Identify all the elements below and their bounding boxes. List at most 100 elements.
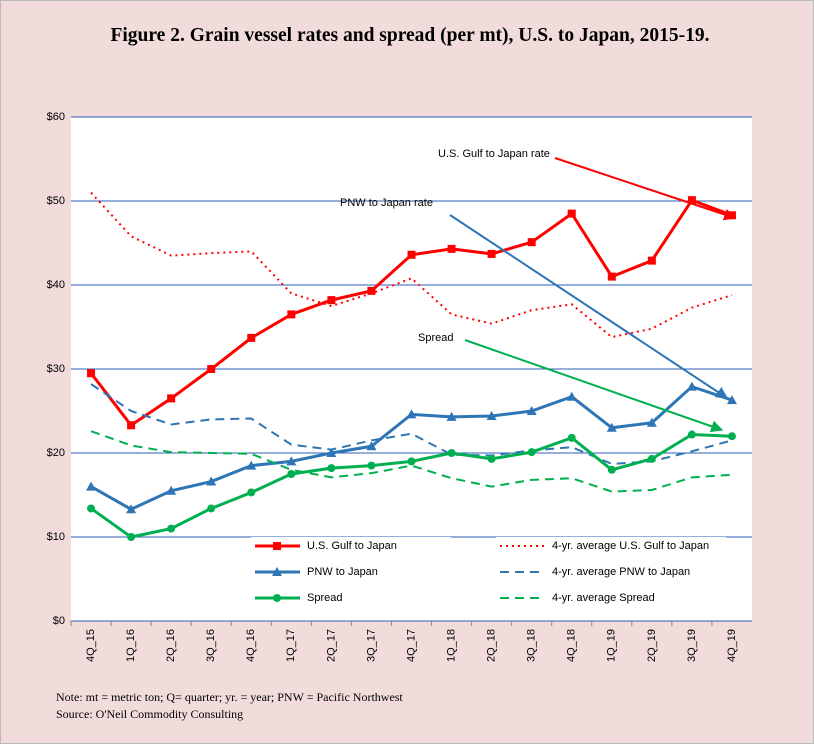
marker — [727, 432, 736, 441]
y-tick-label: $10 — [47, 531, 65, 543]
marker — [273, 542, 281, 550]
legend-bg — [251, 563, 451, 581]
series-line — [90, 430, 733, 493]
y-tick-label: $20 — [47, 447, 65, 459]
annotation: U.S. Gulf to Japan rate — [438, 148, 550, 160]
marker — [446, 411, 457, 421]
annotation-arrow — [449, 214, 729, 399]
x-tick-label: 2Q_18 — [486, 629, 498, 662]
annotation: PNW to Japan rate — [340, 197, 433, 209]
marker — [127, 421, 136, 430]
marker — [206, 476, 217, 486]
marker — [367, 461, 376, 470]
marker — [366, 441, 377, 451]
y-tick-label: $30 — [47, 363, 65, 375]
marker — [607, 465, 616, 474]
legend-label: PNW to Japan — [307, 566, 378, 578]
legend-bg — [496, 537, 726, 555]
marker — [327, 296, 336, 305]
marker — [647, 454, 656, 463]
marker — [207, 365, 216, 373]
x-tick-label: 4Q_16 — [245, 629, 257, 662]
marker — [407, 250, 416, 259]
marker — [247, 333, 256, 342]
annotation: Spread — [418, 332, 453, 344]
marker — [127, 533, 136, 541]
x-tick-label: 3Q_16 — [205, 629, 217, 662]
x-tick-label: 3Q_17 — [365, 629, 377, 662]
x-tick-label: 4Q_19 — [726, 629, 738, 662]
marker — [567, 433, 576, 442]
marker — [687, 196, 696, 205]
marker — [567, 209, 576, 218]
y-tick-label: $60 — [47, 111, 65, 123]
legend-label: U.S. Gulf to Japan — [307, 540, 397, 552]
marker — [87, 369, 96, 378]
marker — [687, 430, 696, 439]
marker — [487, 249, 496, 258]
marker — [606, 422, 617, 432]
x-tick-label: 4Q_18 — [566, 629, 578, 662]
x-tick-label: 4Q_15 — [85, 629, 97, 662]
legend-label: Spread — [307, 592, 342, 604]
note: Note: mt = metric ton; Q= quarter; yr. =… — [56, 690, 403, 704]
x-tick-label: 3Q_19 — [686, 629, 698, 662]
marker — [447, 449, 456, 457]
marker — [647, 256, 656, 265]
legend-bg — [496, 563, 726, 581]
marker — [286, 456, 297, 466]
x-tick-label: 2Q_16 — [165, 629, 177, 662]
marker — [487, 454, 496, 463]
x-tick-label: 1Q_19 — [606, 629, 618, 662]
legend-label: 4-yr. average U.S. Gulf to Japan — [552, 540, 709, 552]
legend-label: 4-yr. average PNW to Japan — [552, 566, 690, 578]
legend-bg — [251, 589, 451, 607]
series-line — [90, 191, 733, 339]
legend-bg — [496, 589, 726, 607]
marker — [287, 470, 296, 478]
marker — [167, 524, 176, 533]
y-tick-label: $50 — [47, 195, 65, 207]
marker — [407, 457, 416, 466]
source: Source: O'Neil Commodity Consulting — [56, 707, 244, 721]
x-tick-label: 1Q_16 — [125, 629, 137, 662]
marker — [566, 391, 577, 401]
x-tick-label: 2Q_19 — [646, 629, 658, 662]
chart-title: Figure 2. Grain vessel rates and spread … — [110, 25, 710, 46]
annotation-arrow — [464, 339, 724, 433]
x-tick-label: 1Q_18 — [445, 629, 457, 662]
marker — [327, 464, 336, 473]
annotation-arrow — [554, 157, 737, 221]
marker — [527, 448, 536, 457]
marker — [167, 394, 176, 403]
legend-label: 4-yr. average Spread — [552, 592, 655, 604]
marker — [486, 411, 497, 421]
marker — [527, 238, 536, 247]
marker — [447, 244, 456, 253]
series-line — [90, 383, 733, 465]
marker — [406, 409, 417, 419]
marker — [272, 567, 282, 576]
marker — [686, 381, 697, 391]
marker — [526, 406, 537, 415]
marker — [367, 286, 376, 295]
marker — [87, 504, 96, 513]
marker — [166, 485, 177, 495]
x-tick-label: 3Q_18 — [526, 629, 538, 662]
x-tick-label: 2Q_17 — [325, 629, 337, 662]
marker — [326, 448, 337, 457]
y-tick-label: $0 — [53, 615, 65, 627]
x-tick-label: 4Q_17 — [405, 629, 417, 662]
marker — [646, 417, 657, 427]
marker — [607, 272, 616, 281]
marker — [246, 460, 257, 470]
marker — [287, 310, 296, 319]
marker — [207, 504, 216, 513]
marker — [247, 488, 256, 497]
marker — [726, 395, 737, 405]
x-tick-label: 1Q_17 — [285, 629, 297, 662]
y-tick-label: $40 — [47, 279, 65, 291]
marker — [273, 594, 281, 602]
